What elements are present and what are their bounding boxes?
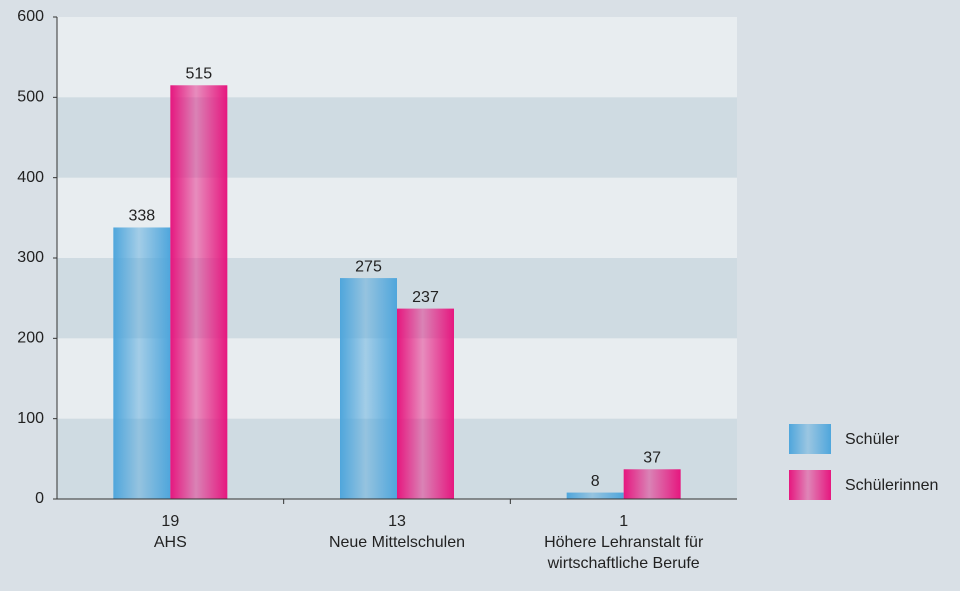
y-tick-label: 500 <box>17 89 44 106</box>
y-tick-label: 400 <box>17 169 44 186</box>
legend-label: Schüler <box>845 431 900 448</box>
bar <box>170 85 228 500</box>
y-tick-label: 600 <box>17 8 44 25</box>
value-label: 237 <box>412 289 439 306</box>
y-tick-label: 200 <box>17 330 44 347</box>
y-tick-label: 0 <box>35 490 44 507</box>
x-tick-label: AHS <box>154 534 187 551</box>
bar <box>397 308 454 499</box>
x-tick-label: 1 <box>619 513 628 530</box>
value-label: 515 <box>185 66 212 83</box>
legend-swatch <box>789 424 831 454</box>
x-tick-label: Neue Mittelschulen <box>329 534 465 551</box>
bar <box>566 492 624 499</box>
x-tick-label: wirtschaftliche Berufe <box>547 555 700 572</box>
value-label: 338 <box>128 208 155 225</box>
value-label: 8 <box>591 473 600 490</box>
y-tick-label: 100 <box>17 410 44 427</box>
band <box>57 97 737 178</box>
y-tick-label: 300 <box>17 249 44 266</box>
bar <box>113 227 171 499</box>
bar <box>623 469 681 499</box>
legend-swatch <box>789 470 831 500</box>
value-label: 275 <box>355 258 382 275</box>
bar <box>340 278 397 499</box>
legend-label: Schülerinnen <box>845 477 938 494</box>
x-tick-label: Höhere Lehranstalt für <box>544 534 704 551</box>
x-tick-label: 19 <box>161 513 179 530</box>
x-tick-label: 13 <box>388 513 406 530</box>
value-label: 37 <box>643 449 661 466</box>
